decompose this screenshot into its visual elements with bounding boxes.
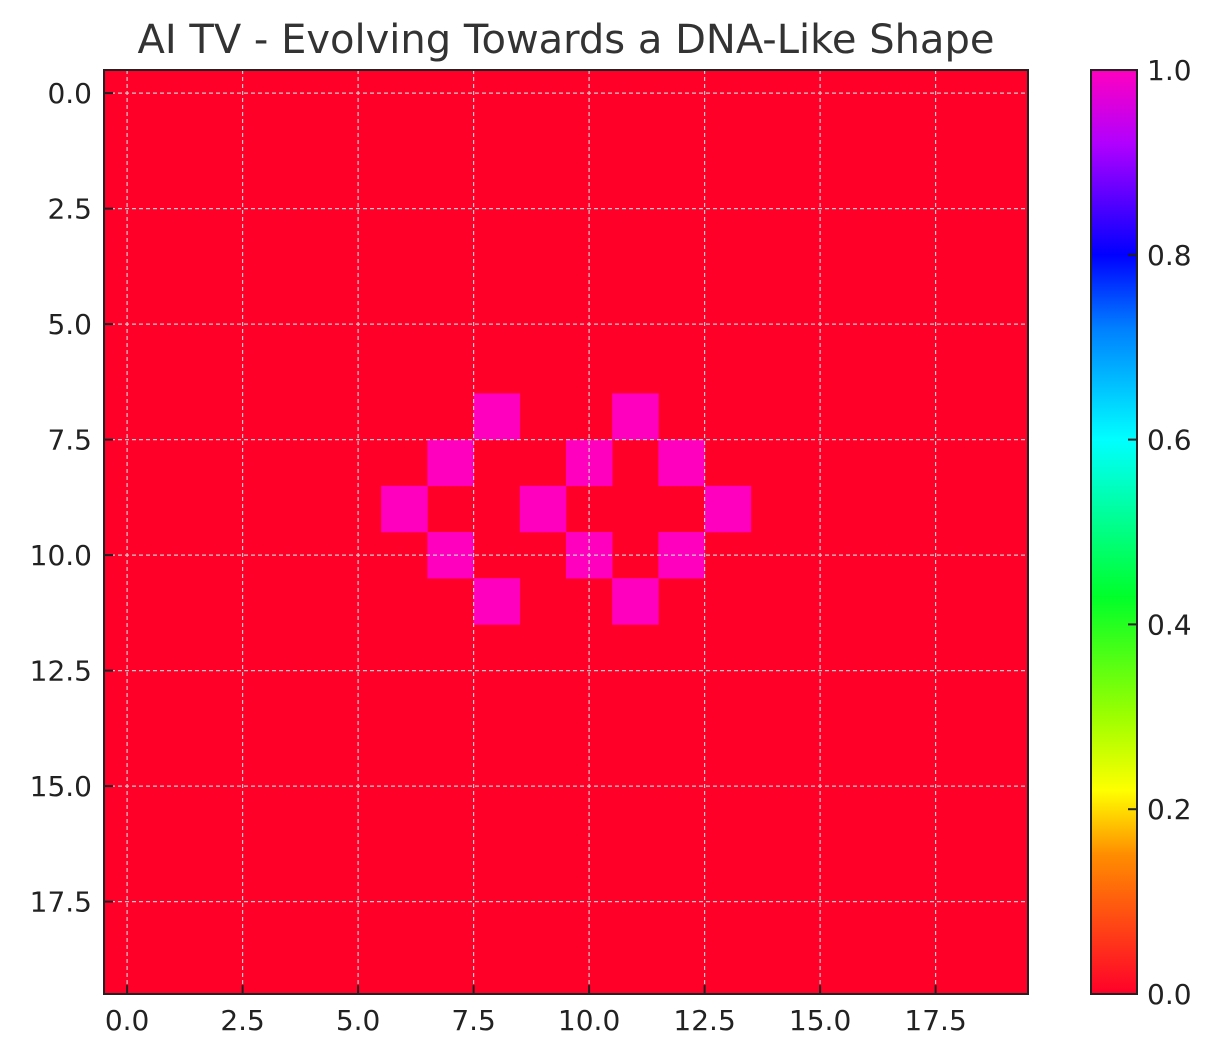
colorbar-gradient bbox=[1091, 70, 1137, 994]
x-tick-label: 15.0 bbox=[789, 1004, 851, 1037]
y-tick-label: 2.5 bbox=[47, 193, 92, 226]
x-tick-label: 7.5 bbox=[451, 1004, 496, 1037]
x-tick-label: 0.0 bbox=[105, 1004, 150, 1037]
gridlines bbox=[104, 70, 1028, 994]
x-tick-label: 10.0 bbox=[558, 1004, 620, 1037]
x-tick-label: 12.5 bbox=[673, 1004, 735, 1037]
heatmap-cell bbox=[473, 578, 521, 625]
colorbar: 0.0 0.2 0.4 0.6 0.8 1.0 bbox=[1090, 54, 1192, 1011]
colorbar-ticks: 0.0 0.2 0.4 0.6 0.8 1.0 bbox=[1128, 54, 1192, 1011]
x-tick-label: 2.5 bbox=[220, 1004, 265, 1037]
y-tick-label: 10.0 bbox=[30, 539, 92, 572]
y-tick-label: 12.5 bbox=[30, 655, 92, 688]
colorbar-tick-label: 0.6 bbox=[1147, 424, 1192, 457]
plot-area: 0.0 2.5 5.0 7.5 10.0 12.5 15.0 17.5 0.0 2.5 5.0 7.… bbox=[30, 69, 1029, 1037]
y-tick-label: 5.0 bbox=[47, 308, 92, 341]
colorbar-tick-label: 0.0 bbox=[1147, 978, 1192, 1011]
chart-title: AI TV - Evolving Towards a DNA-Like Shap… bbox=[138, 17, 995, 63]
x-tick-label: 17.5 bbox=[904, 1004, 966, 1037]
y-tick-label: 15.0 bbox=[30, 770, 92, 803]
heatmap-cell bbox=[658, 439, 705, 487]
x-tick-label: 5.0 bbox=[336, 1004, 381, 1037]
heatmap-cell bbox=[612, 393, 659, 440]
heatmap-cell bbox=[381, 485, 428, 533]
heatmap-cell bbox=[612, 578, 659, 625]
colorbar-frame bbox=[1090, 69, 1138, 995]
y-axis: 0.0 2.5 5.0 7.5 10.0 12.5 15.0 17.5 bbox=[30, 77, 113, 919]
y-tick-label: 7.5 bbox=[47, 424, 92, 457]
y-tick-label: 0.0 bbox=[47, 77, 92, 110]
y-tick-label: 17.5 bbox=[30, 886, 92, 919]
x-axis: 0.0 2.5 5.0 7.5 10.0 12.5 15.0 17.5 bbox=[105, 985, 967, 1037]
colorbar-tick-label: 1.0 bbox=[1147, 54, 1192, 87]
heatmap-cell bbox=[473, 393, 521, 440]
heatmap-cell bbox=[704, 485, 752, 533]
plot-frame bbox=[103, 69, 1029, 995]
colorbar-tick-label: 0.8 bbox=[1147, 239, 1192, 272]
colorbar-tick-label: 0.2 bbox=[1147, 793, 1192, 826]
heatmap-cell bbox=[427, 439, 474, 487]
heatmap-cell bbox=[519, 485, 567, 533]
colorbar-tick-label: 0.4 bbox=[1147, 608, 1192, 641]
